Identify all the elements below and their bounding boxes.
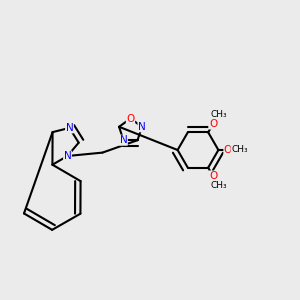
Text: CH₃: CH₃ (231, 146, 248, 154)
Text: O: O (126, 113, 135, 124)
Text: O: O (209, 119, 217, 129)
Text: N: N (64, 151, 71, 161)
Text: O: O (224, 145, 232, 155)
Text: N: N (120, 135, 127, 145)
Text: N: N (66, 123, 73, 133)
Text: N: N (138, 122, 146, 132)
Text: CH₃: CH₃ (210, 182, 227, 190)
Text: O: O (209, 171, 217, 181)
Text: CH₃: CH₃ (210, 110, 227, 118)
